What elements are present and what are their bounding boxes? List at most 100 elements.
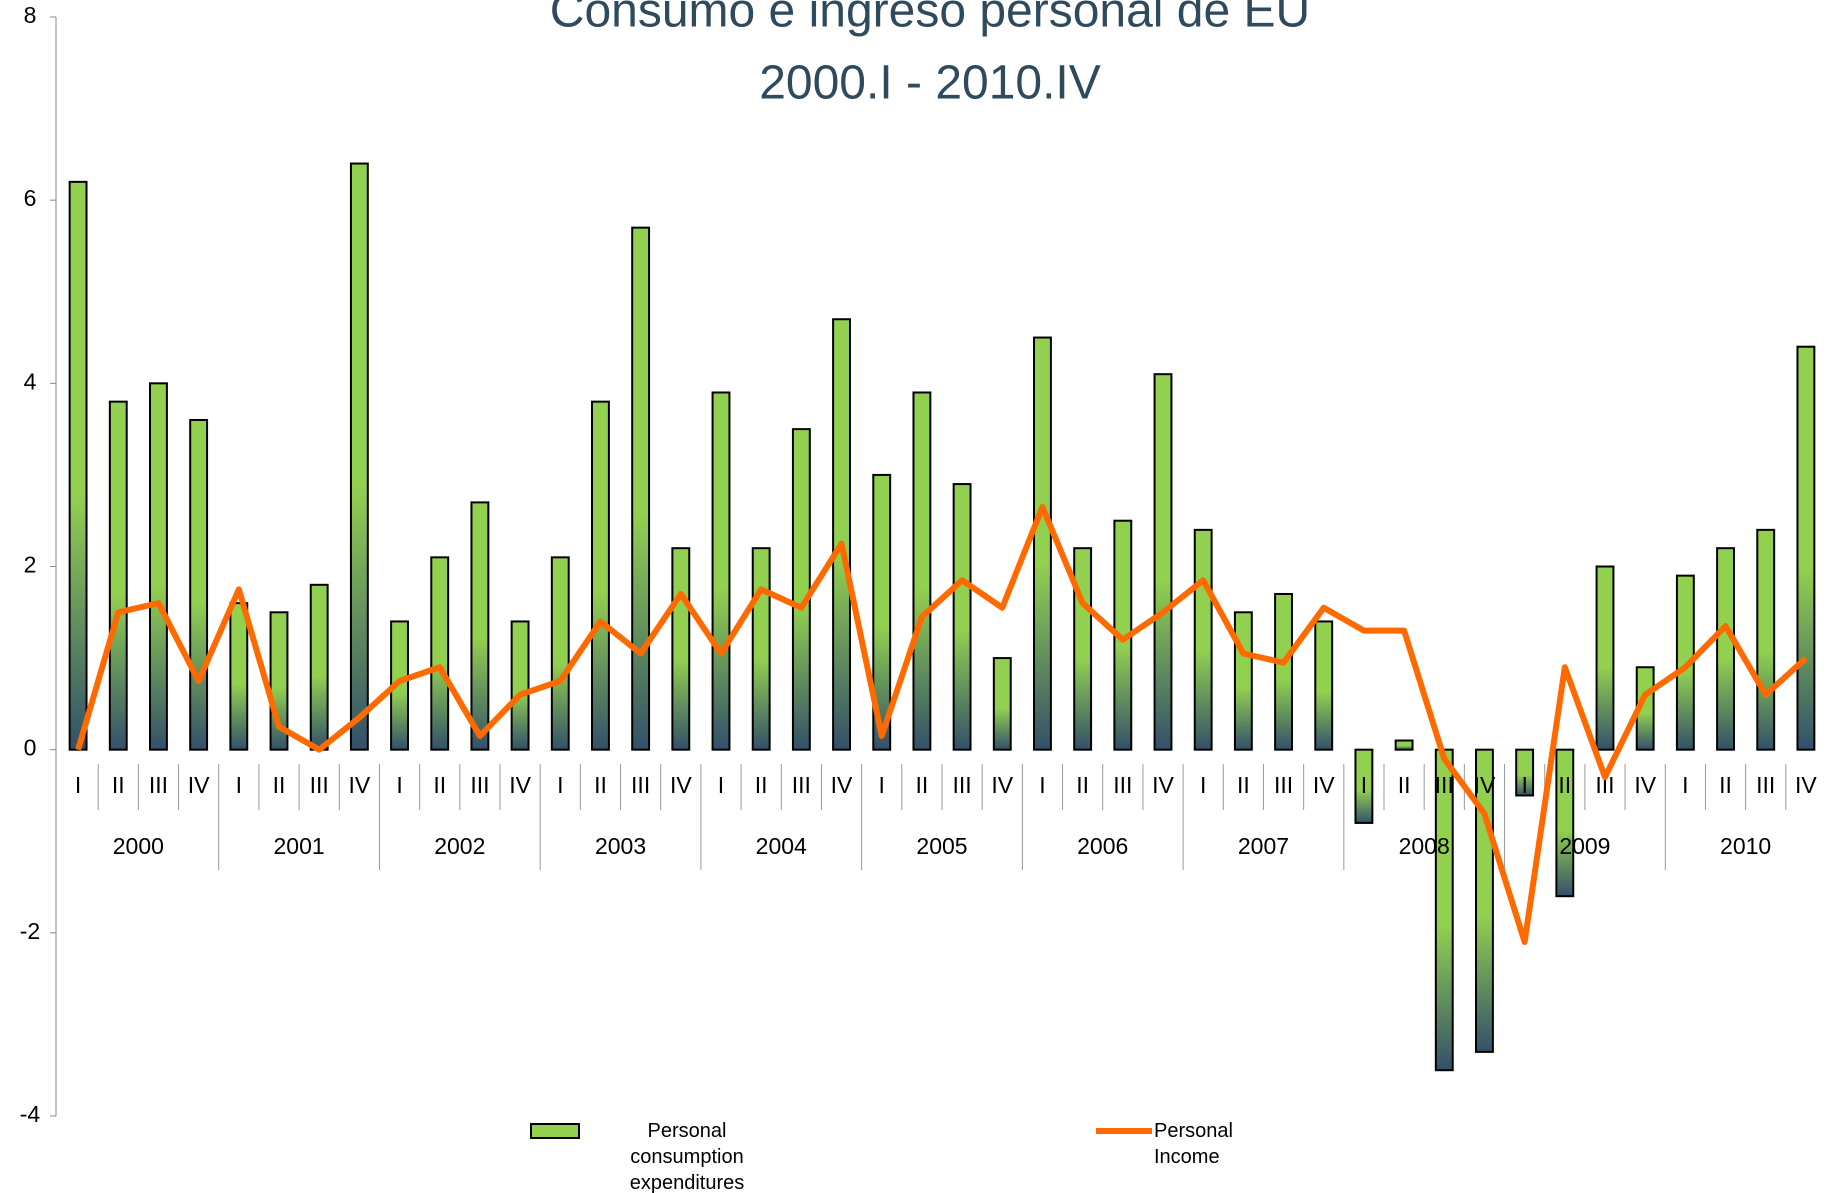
x-tick-label: IV [991, 772, 1013, 798]
x-tick-label: I [75, 772, 81, 798]
legend-label: Personal Income [1154, 1120, 1233, 1168]
x-tick-label: IV [831, 772, 853, 798]
bar [108, 400, 128, 751]
bar [1314, 620, 1334, 751]
x-tick-label: III [1274, 772, 1293, 798]
x-tick-label: III [631, 772, 650, 798]
bar [349, 162, 369, 751]
x-tick-label: I [1682, 772, 1688, 798]
x-tick-label: II [112, 772, 125, 798]
line [75, 503, 1808, 945]
x-tick-label: I [396, 772, 402, 798]
x-tick-label: IV [1634, 772, 1656, 798]
x-tick-label: II [594, 772, 607, 798]
x-tick-label: IV [1313, 772, 1335, 798]
bar [470, 501, 490, 751]
y-tick-label: -2 [20, 918, 40, 944]
bar [631, 226, 651, 751]
bar [149, 382, 168, 751]
group-label: 2006 [1077, 833, 1128, 859]
group-label: 2010 [1720, 833, 1771, 859]
bar [1716, 547, 1735, 751]
x-tick-label: IV [509, 772, 531, 798]
bar [872, 473, 892, 751]
bar [832, 318, 851, 751]
x-tick-label: IV [348, 772, 370, 798]
x-tick-label: III [1595, 772, 1614, 798]
y-tick-label: -4 [20, 1101, 41, 1127]
bar [309, 583, 329, 751]
y-tick-label: 2 [24, 552, 37, 578]
x-tick-label: III [149, 772, 168, 798]
bar [751, 547, 771, 751]
bar [791, 428, 811, 751]
x-tick-label: II [916, 772, 929, 798]
bar [1354, 748, 1374, 824]
group-label: 2003 [595, 833, 646, 859]
y-tick-label: 6 [24, 185, 37, 211]
group-label: 2008 [1399, 833, 1450, 859]
legend-bar-swatch [530, 1123, 580, 1139]
bar [591, 400, 610, 751]
x-tick-label: III [953, 772, 972, 798]
y-tick-label: 0 [24, 735, 37, 761]
group-label: 2004 [756, 833, 807, 859]
x-tick-label: I [1521, 772, 1527, 798]
bar [430, 556, 450, 751]
bar [1394, 739, 1414, 751]
x-tick-label: IV [188, 772, 210, 798]
group-label: 2005 [916, 833, 967, 859]
x-tick-label: II [1719, 772, 1732, 798]
y-tick-label: 8 [24, 2, 37, 28]
x-tick-label: I [879, 772, 885, 798]
x-tick-label: I [1361, 772, 1367, 798]
x-tick-label: III [310, 772, 329, 798]
x-tick-label: III [1435, 772, 1454, 798]
y-tick-label: 4 [24, 368, 37, 394]
bar [1756, 528, 1776, 751]
x-tick-label: III [1756, 772, 1775, 798]
bar [671, 547, 691, 751]
bar [1033, 336, 1052, 751]
x-tick-label: II [755, 772, 768, 798]
chart-title: Consumo e ingreso personal de EU [550, 0, 1310, 38]
x-tick-label: II [273, 772, 286, 798]
x-tick-label: II [1398, 772, 1411, 798]
group-label: 2002 [434, 833, 485, 859]
bar [1515, 748, 1535, 797]
x-tick-label: I [718, 772, 724, 798]
bar [1274, 592, 1293, 751]
legend-swatch [1096, 1128, 1152, 1134]
x-tick-label: IV [1152, 772, 1174, 798]
x-tick-label: I [1200, 772, 1206, 798]
group-label: 2007 [1238, 833, 1289, 859]
legend-swatch [530, 1123, 580, 1139]
bar [1233, 611, 1253, 751]
x-tick-label: II [1558, 772, 1571, 798]
x-tick-label: III [792, 772, 811, 798]
x-tick-label: IV [1474, 772, 1496, 798]
chart-subtitle: 2000.I - 2010.IV [759, 57, 1101, 110]
group-label: 2000 [113, 833, 164, 859]
x-tick-label: IV [1795, 772, 1817, 798]
bar [1073, 547, 1093, 751]
bar [992, 657, 1012, 751]
bar [912, 391, 932, 751]
x-tick-label: III [1113, 772, 1132, 798]
bar [952, 483, 972, 751]
bar [711, 391, 731, 751]
bar [1595, 565, 1615, 751]
x-tick-label: I [236, 772, 242, 798]
bar [189, 418, 209, 751]
legend-label: Personal consumption expenditures [629, 1120, 745, 1193]
x-tick-label: II [1237, 772, 1250, 798]
bar [68, 180, 88, 751]
group-label: 2001 [274, 833, 325, 859]
x-tick-label: II [433, 772, 446, 798]
x-tick-label: I [557, 772, 563, 798]
x-tick-label: II [1076, 772, 1089, 798]
group-label: 2009 [1559, 833, 1610, 859]
bar [1153, 373, 1173, 751]
